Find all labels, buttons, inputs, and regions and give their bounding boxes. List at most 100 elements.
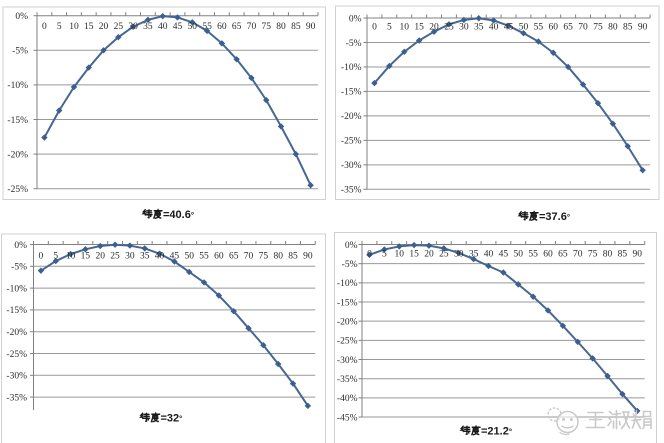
svg-text:70: 70	[578, 22, 588, 32]
svg-text:40: 40	[489, 22, 499, 32]
svg-text:45: 45	[499, 249, 509, 259]
svg-text:25: 25	[110, 251, 120, 261]
svg-text:35: 35	[143, 22, 153, 32]
svg-text:-30%: -30%	[341, 161, 362, 171]
svg-text:40: 40	[158, 22, 168, 32]
svg-text:-5%: -5%	[342, 260, 358, 270]
svg-text:-20%: -20%	[6, 328, 27, 338]
svg-text:0: 0	[39, 251, 44, 261]
svg-text:45: 45	[504, 22, 514, 32]
svg-text:=40.6°: =40.6°	[163, 209, 194, 221]
svg-text:20: 20	[99, 22, 109, 32]
svg-text:5: 5	[53, 251, 58, 261]
svg-text:20: 20	[429, 22, 439, 32]
svg-text:-10%: -10%	[341, 63, 362, 73]
svg-text:55: 55	[202, 22, 212, 32]
svg-text:-20%: -20%	[341, 112, 362, 122]
svg-text:90: 90	[306, 22, 316, 32]
svg-text:0%: 0%	[15, 12, 28, 22]
svg-text:25: 25	[439, 249, 449, 259]
svg-text:80: 80	[276, 22, 286, 32]
svg-text:70: 70	[244, 251, 254, 261]
svg-text:65: 65	[558, 249, 568, 259]
svg-text:-10%: -10%	[7, 81, 28, 91]
svg-text:55: 55	[199, 251, 209, 261]
svg-text:60: 60	[214, 251, 224, 261]
svg-text:0: 0	[367, 249, 372, 259]
svg-text:-35%: -35%	[6, 393, 27, 403]
svg-text:75: 75	[259, 251, 269, 261]
svg-text:30: 30	[125, 251, 135, 261]
svg-text:15: 15	[81, 251, 91, 261]
svg-text:-15%: -15%	[7, 116, 28, 126]
svg-text:85: 85	[288, 251, 298, 261]
svg-text:-25%: -25%	[341, 137, 362, 147]
svg-text:20: 20	[95, 251, 105, 261]
svg-text:0: 0	[42, 22, 47, 32]
svg-text:5: 5	[382, 249, 387, 259]
svg-text:-40%: -40%	[337, 394, 358, 404]
svg-text:-20%: -20%	[7, 150, 28, 160]
svg-text:45: 45	[173, 22, 183, 32]
svg-text:60: 60	[217, 22, 227, 32]
svg-text:-25%: -25%	[6, 350, 27, 360]
svg-text:30: 30	[454, 249, 464, 259]
svg-text:35: 35	[474, 22, 484, 32]
svg-text:85: 85	[618, 249, 628, 259]
svg-text:30: 30	[128, 22, 138, 32]
svg-text:10: 10	[400, 22, 410, 32]
svg-text:20: 20	[424, 249, 434, 259]
svg-text:-5%: -5%	[346, 39, 362, 49]
svg-text:-15%: -15%	[341, 88, 362, 98]
svg-text:0%: 0%	[345, 241, 358, 251]
svg-text:10: 10	[66, 251, 76, 261]
svg-text:15: 15	[409, 249, 419, 259]
svg-text:-10%: -10%	[337, 279, 358, 289]
svg-text:-30%: -30%	[337, 356, 358, 366]
svg-text:55: 55	[534, 22, 544, 32]
svg-text:-10%: -10%	[6, 284, 27, 294]
svg-text:50: 50	[513, 249, 523, 259]
svg-text:80: 80	[603, 249, 613, 259]
svg-text:-15%: -15%	[6, 306, 27, 316]
svg-text:-15%: -15%	[337, 298, 358, 308]
svg-text:90: 90	[638, 22, 648, 32]
svg-text:0: 0	[372, 22, 377, 32]
svg-text:80: 80	[273, 251, 283, 261]
svg-text:-5%: -5%	[11, 263, 27, 273]
svg-text:-25%: -25%	[337, 337, 358, 347]
svg-text:0%: 0%	[14, 241, 27, 251]
svg-text:-25%: -25%	[7, 185, 28, 195]
svg-text:50: 50	[188, 22, 198, 32]
svg-text:-5%: -5%	[12, 47, 28, 57]
svg-text:5: 5	[387, 22, 392, 32]
svg-text:-20%: -20%	[337, 317, 358, 327]
svg-text:65: 65	[232, 22, 242, 32]
svg-text:40: 40	[484, 249, 494, 259]
svg-text:25: 25	[444, 22, 454, 32]
svg-text:30: 30	[459, 22, 469, 32]
svg-text:85: 85	[291, 22, 301, 32]
svg-text:5: 5	[57, 22, 62, 32]
svg-text:65: 65	[229, 251, 239, 261]
svg-text:10: 10	[394, 249, 404, 259]
svg-text:55: 55	[528, 249, 538, 259]
svg-text:75: 75	[593, 22, 603, 32]
svg-text:10: 10	[69, 22, 79, 32]
svg-text:80: 80	[608, 22, 618, 32]
svg-text:60: 60	[543, 249, 553, 259]
svg-text:70: 70	[247, 22, 257, 32]
svg-text:85: 85	[623, 22, 633, 32]
svg-text:50: 50	[519, 22, 529, 32]
svg-text:90: 90	[303, 251, 313, 261]
svg-text:0%: 0%	[349, 14, 362, 24]
svg-text:-45%: -45%	[337, 413, 358, 423]
svg-text:50: 50	[184, 251, 194, 261]
svg-text:25: 25	[114, 22, 124, 32]
svg-text:35: 35	[140, 251, 150, 261]
svg-text:-30%: -30%	[6, 372, 27, 382]
svg-text:-35%: -35%	[341, 186, 362, 196]
svg-text:=37.6°: =37.6°	[539, 211, 570, 223]
svg-text:15: 15	[84, 22, 94, 32]
svg-text:15: 15	[414, 22, 424, 32]
